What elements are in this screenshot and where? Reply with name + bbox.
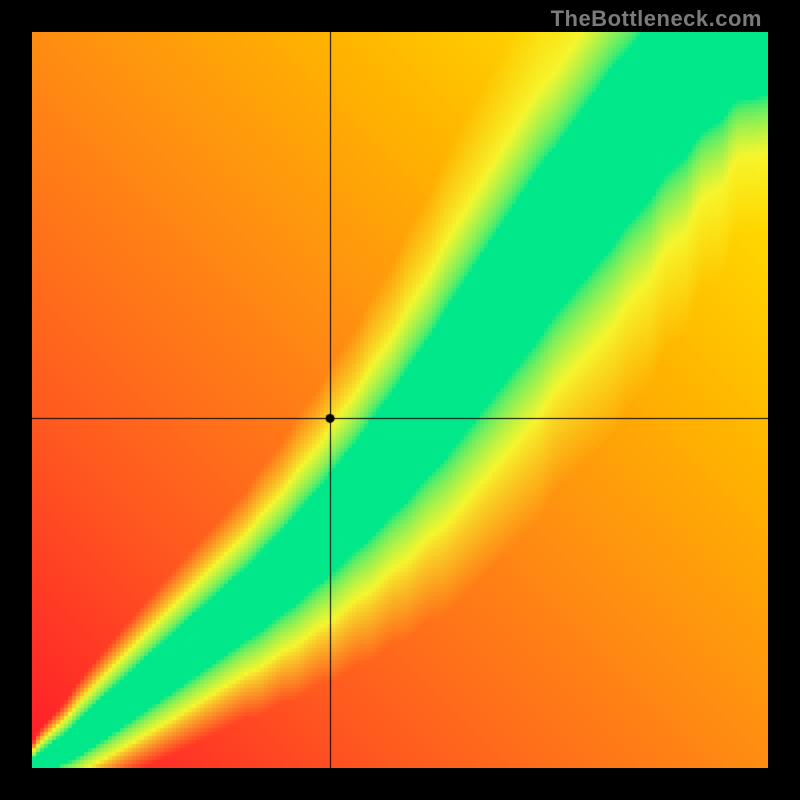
bottleneck-heatmap	[32, 32, 768, 768]
watermark-text: TheBottleneck.com	[551, 6, 762, 32]
